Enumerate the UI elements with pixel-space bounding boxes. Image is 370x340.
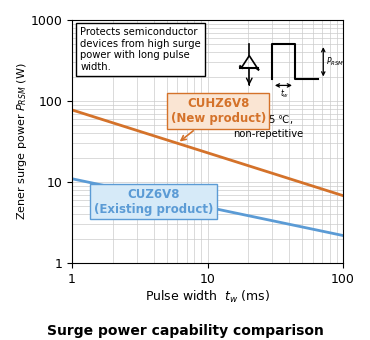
Text: Surge power capability comparison: Surge power capability comparison: [47, 324, 323, 338]
Text: CUZ6V8
(Existing product): CUZ6V8 (Existing product): [94, 188, 213, 216]
X-axis label: Pulse width  $t_w$ (ms): Pulse width $t_w$ (ms): [145, 289, 270, 305]
Text: @$T_a$=25 ℃,
non-repetitive: @$T_a$=25 ℃, non-repetitive: [233, 114, 303, 139]
Text: Protects semiconductor
devices from high surge
power with long pulse
width.: Protects semiconductor devices from high…: [80, 27, 201, 72]
Text: CUHZ6V8
(New product): CUHZ6V8 (New product): [171, 97, 266, 140]
Y-axis label: Zener surge power $P_{RSM}$ (W): Zener surge power $P_{RSM}$ (W): [15, 63, 29, 220]
